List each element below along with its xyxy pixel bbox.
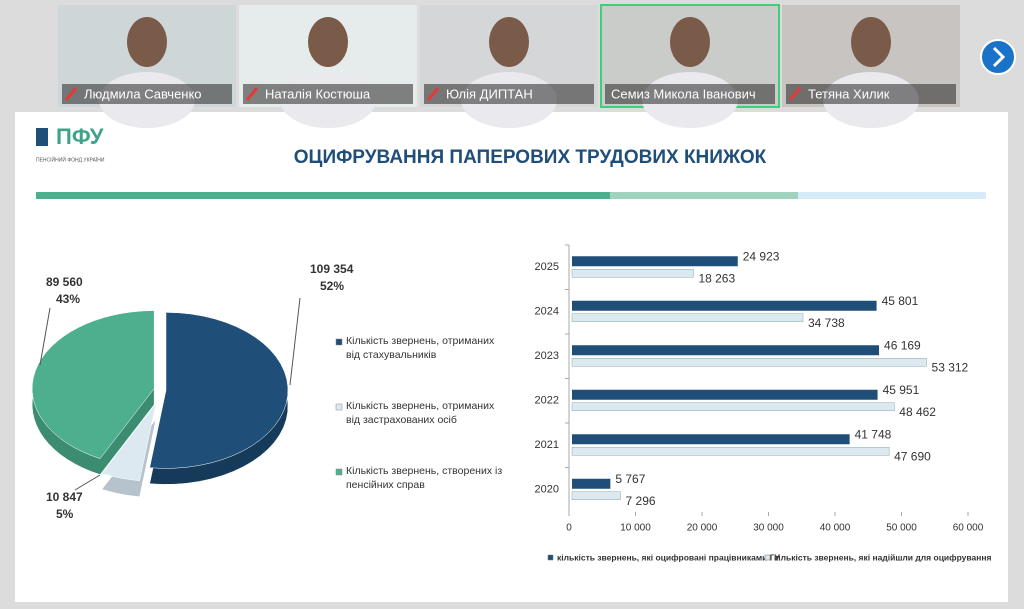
percent-label: 5% xyxy=(56,507,74,521)
x-tick-label: 20 000 xyxy=(687,523,718,534)
bar xyxy=(572,300,877,311)
x-tick-label: 0 xyxy=(566,523,572,534)
participant-name: Тетяна Хилик xyxy=(808,86,890,101)
value-label: 47 690 xyxy=(894,449,931,463)
legend-swatch xyxy=(335,338,343,346)
mic-off-icon xyxy=(245,87,259,101)
emblem xyxy=(36,128,48,146)
bar xyxy=(572,345,880,356)
leader xyxy=(39,307,51,366)
x-tick-label: 30 000 xyxy=(753,523,784,534)
value-label: 24 923 xyxy=(743,249,780,263)
slice xyxy=(149,312,289,469)
participant-name: Юлія ДИПТАН xyxy=(446,86,533,101)
value-label: 41 748 xyxy=(855,427,892,441)
slice xyxy=(101,403,157,481)
x-tick-label: 10 000 xyxy=(620,523,651,534)
person-head xyxy=(670,17,710,67)
person-head xyxy=(127,17,167,67)
mic-off-icon xyxy=(426,87,440,101)
value-label: 45 951 xyxy=(883,383,920,397)
y-tick-label: 2020 xyxy=(535,484,559,496)
bar xyxy=(571,313,804,322)
bar xyxy=(571,269,694,278)
legend-swatch xyxy=(764,554,771,561)
value-label: 53 312 xyxy=(932,360,969,374)
y-tick-label: 2024 xyxy=(535,306,559,318)
name-plate xyxy=(62,84,232,104)
value-label: 45 801 xyxy=(882,294,919,308)
bar xyxy=(571,491,621,500)
logo-caption: ПЕНСІЙНИЙ ФОНД УКРАЇНИ xyxy=(36,155,105,163)
x-tick-label: 40 000 xyxy=(820,523,851,534)
percent-label: 52% xyxy=(320,279,344,293)
legend-swatch xyxy=(335,468,343,476)
next-button[interactable] xyxy=(980,39,1016,75)
value-label: 34 738 xyxy=(808,316,845,330)
x-tick-label: 50 000 xyxy=(886,523,917,534)
bar xyxy=(572,478,611,489)
bar xyxy=(572,256,738,267)
bar xyxy=(571,447,890,456)
mic-off-icon xyxy=(788,87,802,101)
name-plate xyxy=(786,84,956,104)
participant-name: Наталія Костюша xyxy=(265,86,371,101)
y-tick-label: 2025 xyxy=(535,261,559,273)
value-label: 48 462 xyxy=(899,405,936,419)
logo-mark: ПФУ xyxy=(56,124,104,149)
name-plate xyxy=(605,84,775,104)
divider xyxy=(798,192,986,199)
mic-off-icon xyxy=(64,87,78,101)
participant-name: Людмила Савченко xyxy=(84,86,202,101)
x-tick-label: 60 000 xyxy=(953,523,984,534)
bar xyxy=(572,389,878,400)
participant-name: Семиз Микола Іванович xyxy=(611,86,756,101)
value-label: 89 560 xyxy=(46,275,83,289)
bar xyxy=(571,402,895,411)
percent-label: 43% xyxy=(56,292,80,306)
leader xyxy=(289,297,301,386)
legend-label: кількість звернень, які оцифровані праці… xyxy=(557,552,781,562)
divider xyxy=(610,192,798,199)
bar xyxy=(572,434,850,445)
slide-title: ОЦИФРУВАННЯ ПАПЕРОВИХ ТРУДОВИХ КНИЖОК xyxy=(294,147,767,168)
value-label: 46 169 xyxy=(884,338,921,352)
person-head xyxy=(851,17,891,67)
person-head xyxy=(308,17,348,67)
legend-label: Кількість звернень, отриманих від стахув… xyxy=(346,335,495,361)
legend-swatch xyxy=(547,554,554,561)
leader xyxy=(74,474,101,491)
legend-label: Кількість звернень, створених із пенсійн… xyxy=(346,465,503,491)
value-label: 5 767 xyxy=(615,472,645,486)
value-label: 18 263 xyxy=(698,271,735,285)
legend-swatch xyxy=(335,403,343,411)
divider xyxy=(36,192,610,199)
y-tick-label: 2023 xyxy=(535,350,559,362)
person-head xyxy=(489,17,529,67)
value-label: 7 296 xyxy=(626,494,656,508)
name-plate xyxy=(424,84,594,104)
slice xyxy=(31,310,155,459)
value-label: 10 847 xyxy=(46,490,83,504)
value-label: 109 354 xyxy=(310,262,354,276)
legend-label: кількість звернень, які надійшли для оци… xyxy=(774,552,992,562)
name-plate xyxy=(243,84,413,104)
y-tick-label: 2021 xyxy=(535,439,559,451)
bar xyxy=(571,358,927,367)
legend-label: Кількість звернень, отриманих від застра… xyxy=(346,400,495,426)
y-tick-label: 2022 xyxy=(535,395,559,407)
slide xyxy=(15,112,1008,602)
next-arrow xyxy=(992,46,1006,68)
